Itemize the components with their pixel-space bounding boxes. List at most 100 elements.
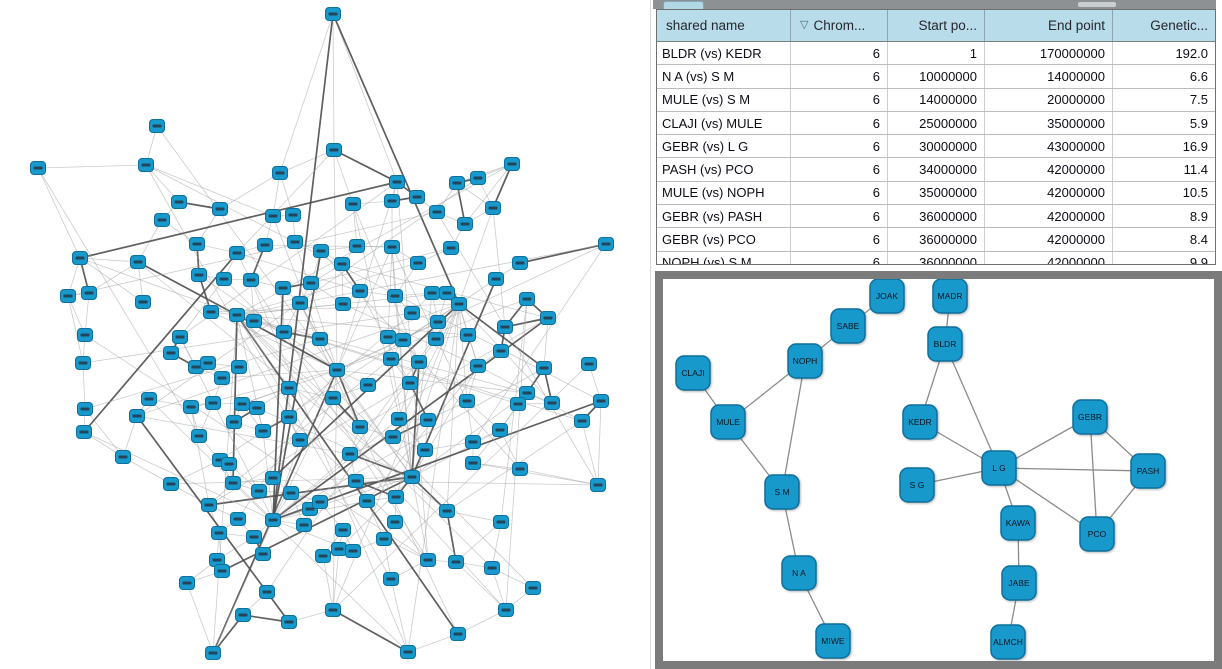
table-row[interactable]: MULE (vs) NOPH 6 35000000 42000000 10.5 — [657, 181, 1215, 206]
table-cell[interactable]: 36000000 — [888, 251, 985, 264]
node-KAWA[interactable]: KAWA — [1000, 505, 1036, 541]
table-cell[interactable]: 7.5 — [1189, 92, 1208, 108]
table-row[interactable]: PASH (vs) PCO 6 34000000 42000000 11.4 — [657, 158, 1215, 182]
table-cell[interactable]: 6 — [791, 205, 888, 228]
table-cell[interactable]: 6 — [791, 88, 888, 111]
table-cell[interactable]: GEBR (vs) L G — [657, 135, 791, 158]
table-cell[interactable]: 1 — [888, 42, 985, 65]
node-S-G[interactable]: S G — [899, 467, 935, 503]
table-row[interactable]: BLDR (vs) KEDR 6 1 170000000 192.0 — [657, 42, 1215, 66]
table-row[interactable]: GEBR (vs) PASH 6 36000000 42000000 8.9 — [657, 205, 1215, 229]
detail-node-label: BLDR — [934, 339, 957, 349]
column-header-start-point[interactable]: Start po... — [888, 10, 985, 41]
table-cell[interactable]: GEBR (vs) PASH — [657, 205, 791, 228]
table-cell[interactable]: 42000000 — [985, 181, 1113, 205]
table-cell[interactable]: 6.6 — [1189, 68, 1208, 84]
table-cell[interactable]: 42000000 — [985, 205, 1113, 228]
table-cell[interactable]: 16.9 — [1182, 138, 1208, 154]
node-KEDR[interactable]: KEDR — [902, 404, 938, 440]
table-cell[interactable]: 6 — [791, 135, 888, 158]
table-cell[interactable]: 34000000 — [888, 158, 985, 181]
table-cell[interactable]: 10.5 — [1182, 185, 1208, 201]
table-cell[interactable]: 9.9 — [1189, 255, 1208, 265]
table-cell[interactable]: 5.9 — [1189, 115, 1208, 131]
overview-node-label — [338, 302, 348, 306]
table-row[interactable]: GEBR (vs) L G 6 30000000 43000000 16.9 — [657, 135, 1215, 159]
table-cell[interactable]: GEBR (vs) PCO — [657, 228, 791, 251]
table-cell[interactable]: 8.4 — [1189, 232, 1208, 248]
column-header-shared-name[interactable]: shared name — [657, 10, 791, 41]
table-cell[interactable]: 6 — [791, 65, 888, 88]
table-row[interactable]: N A (vs) S M 6 10000000 14000000 6.6 — [657, 65, 1215, 89]
table-cell[interactable]: PASH (vs) PCO — [657, 158, 791, 181]
overview-node-label — [204, 503, 214, 507]
detail-svg: JOAK SABE NOPH CLAJI MULE S M N A MIWE MADR BLDR K… — [675, 279, 1166, 660]
overview-node-label — [192, 242, 202, 246]
node-NOPH[interactable]: NOPH — [787, 343, 823, 379]
table-row[interactable]: MULE (vs) S M 6 14000000 20000000 7.5 — [657, 88, 1215, 112]
table-cell[interactable]: 42000000 — [985, 251, 1113, 264]
node-JABE[interactable]: JABE — [1001, 565, 1037, 601]
table-cell[interactable]: CLAJI (vs) MULE — [657, 111, 791, 135]
node-S-M[interactable]: S M — [764, 474, 800, 510]
table-row[interactable]: GEBR (vs) PCO 6 36000000 42000000 8.4 — [657, 228, 1215, 252]
node-BLDR[interactable]: BLDR — [927, 326, 963, 362]
table-cell[interactable]: NOPH (vs) S M — [657, 251, 791, 264]
node-SABE[interactable]: SABE — [830, 308, 866, 344]
overview-node-label — [234, 365, 244, 369]
table-cell[interactable]: 25000000 — [888, 111, 985, 135]
overview-network-panel — [30, 0, 651, 669]
scrollbar-thumb[interactable] — [1078, 2, 1116, 7]
table-cell[interactable]: MULE (vs) NOPH — [657, 181, 791, 205]
table-cell[interactable]: MULE (vs) S M — [657, 88, 791, 111]
table-cell[interactable]: 10000000 — [888, 65, 985, 88]
node-CLAJI[interactable]: CLAJI — [675, 355, 711, 391]
table-cell[interactable]: 42000000 — [985, 158, 1113, 181]
node-MADR[interactable]: MADR — [932, 279, 968, 314]
column-header-chromosome[interactable]: ▽ Chrom... — [791, 10, 888, 41]
node-MIWE[interactable]: MIWE — [815, 623, 851, 659]
overview-node-label — [166, 351, 176, 355]
node-JOAK[interactable]: JOAK — [869, 279, 905, 314]
column-header-end-point[interactable]: End point — [985, 10, 1113, 41]
table-cell[interactable]: 20000000 — [985, 88, 1113, 111]
table-cell[interactable]: 14000000 — [888, 88, 985, 111]
table-cell[interactable]: 8.9 — [1189, 208, 1208, 224]
table-cell[interactable]: 6 — [791, 42, 888, 65]
node-N-A[interactable]: N A — [781, 555, 817, 591]
panel-tab[interactable] — [663, 1, 704, 9]
table-cell[interactable]: 14000000 — [985, 65, 1113, 88]
node-L-G[interactable]: L G — [981, 450, 1017, 486]
table-row[interactable]: CLAJI (vs) MULE 6 25000000 35000000 5.9 — [657, 111, 1215, 136]
table-cell[interactable]: 36000000 — [888, 228, 985, 251]
overview-node-label — [299, 523, 309, 527]
table-cell[interactable]: N A (vs) S M — [657, 65, 791, 88]
table-cell[interactable]: 6 — [791, 228, 888, 251]
table-cell[interactable]: 42000000 — [985, 228, 1113, 251]
table-cell[interactable]: 192.0 — [1175, 45, 1208, 61]
table-cell[interactable]: 35000000 — [888, 181, 985, 205]
node-PASH[interactable]: PASH — [1130, 453, 1166, 489]
overview-svg — [30, 7, 614, 660]
table-cell[interactable]: 43000000 — [985, 135, 1113, 158]
table-cell[interactable]: 11.4 — [1183, 162, 1208, 178]
overview-node-label — [491, 277, 501, 281]
node-MULE[interactable]: MULE — [710, 404, 746, 440]
table-cell[interactable]: 35000000 — [985, 111, 1113, 135]
table-cell[interactable]: 6 — [791, 111, 888, 135]
column-header-genetic[interactable]: Genetic... — [1113, 10, 1215, 41]
table-row[interactable]: NOPH (vs) S M 6 36000000 42000000 9.9 — [657, 251, 1215, 265]
table-cell[interactable]: 36000000 — [888, 205, 985, 228]
table-cell[interactable]: 6 — [791, 158, 888, 181]
table-cell[interactable]: 6 — [791, 251, 888, 264]
table-cell[interactable]: 170000000 — [985, 42, 1113, 65]
table-cell[interactable]: 6 — [791, 181, 888, 205]
table-cell[interactable]: 30000000 — [888, 135, 985, 158]
node-GEBR[interactable]: GEBR — [1072, 399, 1108, 435]
table-cell[interactable]: BLDR (vs) KEDR — [657, 42, 791, 65]
node-ALMCH[interactable]: ALMCH — [990, 624, 1026, 660]
overview-node-label — [394, 417, 404, 421]
node-PCO[interactable]: PCO — [1079, 516, 1115, 552]
filter-icon[interactable]: ▽ — [800, 19, 809, 31]
